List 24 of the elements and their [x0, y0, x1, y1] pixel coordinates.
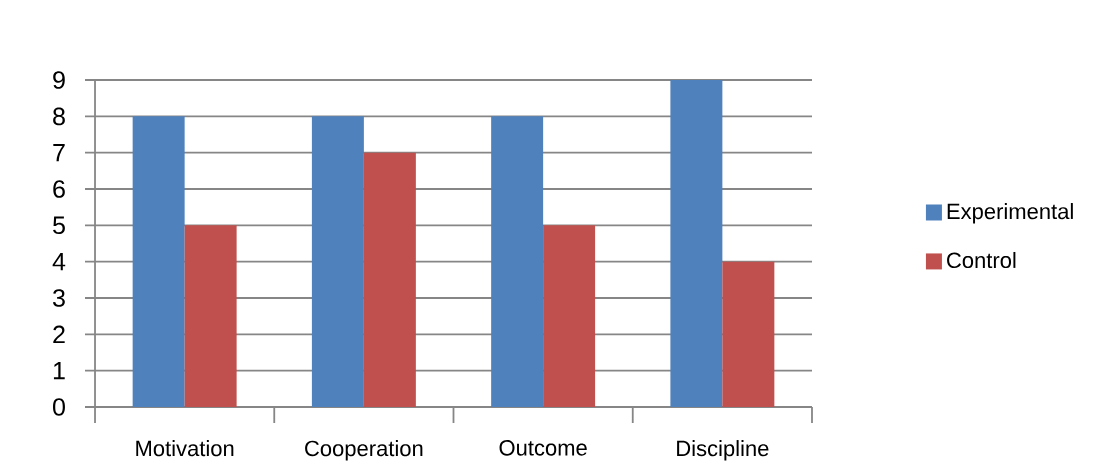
bar — [132, 116, 185, 407]
y-tick-label: 9 — [53, 71, 65, 89]
bar — [363, 152, 416, 407]
x-tick-label: Cooperation — [305, 440, 423, 461]
bar — [311, 116, 364, 407]
x-tick-label: Discipline — [677, 440, 769, 461]
x-tick-label: Motivation — [136, 440, 234, 457]
y-tick-label: 0 — [53, 398, 65, 416]
y-tick-label: 6 — [53, 180, 65, 198]
y-tick-label: 4 — [52, 253, 66, 271]
y-tick-label: 5 — [53, 216, 65, 235]
x-tick-label: Outcome — [499, 440, 587, 456]
y-tick-label: 8 — [53, 107, 65, 126]
y-tick-label: 3 — [52, 289, 65, 307]
bar — [670, 80, 723, 407]
y-tick-label: 7 — [53, 144, 65, 162]
legend-label: Control — [947, 251, 1016, 269]
bar — [491, 116, 544, 407]
y-tick-label: 2 — [53, 325, 65, 344]
bar — [543, 225, 596, 407]
bar — [722, 261, 775, 407]
bar — [184, 225, 237, 407]
y-tick-label: 1 — [53, 362, 65, 380]
legend-label: Experimental — [947, 203, 1073, 224]
